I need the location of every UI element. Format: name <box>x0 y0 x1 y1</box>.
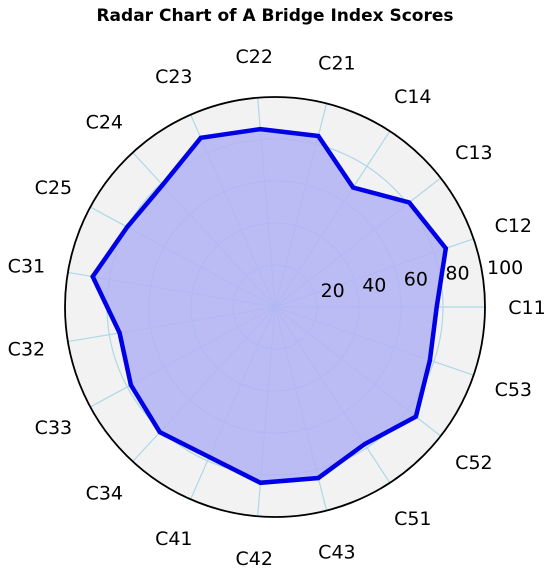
category-label-c21: C21 <box>318 53 355 75</box>
category-label-c43: C43 <box>318 541 355 563</box>
category-label-c32: C32 <box>8 339 45 361</box>
plot-area: 20 40 60 80 100 C11 C12 C13 C14 C21 C22 C23 C24 C25 C3… <box>8 46 546 570</box>
category-label-c23: C23 <box>155 66 192 88</box>
category-label-c22: C22 <box>235 46 272 68</box>
category-label-c52: C52 <box>455 452 492 474</box>
outer-frame <box>64 96 486 518</box>
category-label-c11: C11 <box>508 297 545 319</box>
category-label-c12: C12 <box>495 215 532 237</box>
radial-tick-label-100: 100 <box>487 257 523 279</box>
category-label-c42: C42 <box>235 548 272 570</box>
radial-tick-label-80: 80 <box>445 263 469 285</box>
category-label-c14: C14 <box>394 86 431 108</box>
category-label-c13: C13 <box>455 142 492 164</box>
series-area <box>92 129 446 483</box>
radial-tick-label-40: 40 <box>362 274 386 296</box>
category-label-c41: C41 <box>155 528 192 550</box>
radial-tick-label-20: 20 <box>321 280 345 302</box>
category-label-c51: C51 <box>394 508 431 530</box>
category-label-c53: C53 <box>495 379 532 401</box>
category-label-c34: C34 <box>86 482 123 504</box>
series-line <box>90 126 449 486</box>
category-label-c33: C33 <box>35 417 72 439</box>
category-label-c25: C25 <box>35 177 72 199</box>
radial-tick-label-60: 60 <box>404 269 428 291</box>
chart-title: Radar Chart of A Bridge Index Scores <box>96 6 453 26</box>
category-label-c31: C31 <box>8 256 45 278</box>
category-label-c24: C24 <box>86 112 123 134</box>
